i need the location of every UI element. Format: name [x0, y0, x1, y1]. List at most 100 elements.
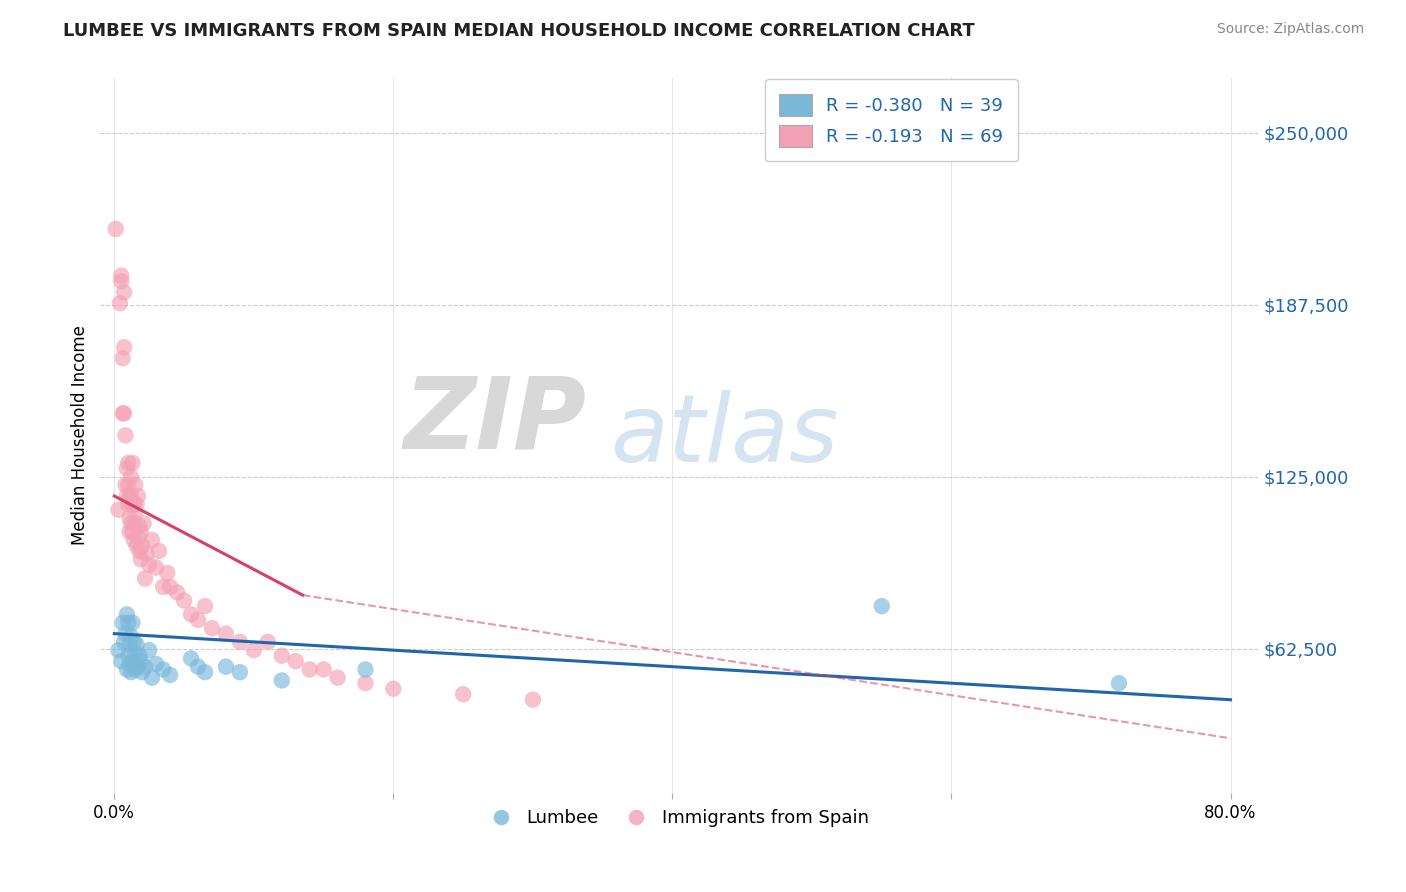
- Point: [129, 552, 152, 566]
- Text: LUMBEE VS IMMIGRANTS FROM SPAIN MEDIAN HOUSEHOLD INCOME CORRELATION CHART: LUMBEE VS IMMIGRANTS FROM SPAIN MEDIAN H…: [63, 22, 974, 40]
- Point: [127, 489, 149, 503]
- Point: [122, 497, 145, 511]
- Point: [138, 643, 160, 657]
- Point: [148, 544, 170, 558]
- Point: [114, 428, 136, 442]
- Point: [118, 638, 141, 652]
- Point: [121, 615, 143, 630]
- Point: [141, 533, 163, 547]
- Point: [118, 489, 141, 503]
- Point: [118, 511, 141, 525]
- Point: [354, 676, 377, 690]
- Point: [110, 654, 132, 668]
- Point: [124, 506, 146, 520]
- Point: [229, 635, 252, 649]
- Point: [112, 406, 135, 420]
- Point: [1108, 676, 1130, 690]
- Point: [117, 615, 139, 630]
- Point: [134, 572, 156, 586]
- Point: [120, 469, 142, 483]
- Point: [120, 665, 142, 680]
- Y-axis label: Median Household Income: Median Household Income: [72, 326, 89, 545]
- Point: [118, 524, 141, 539]
- Point: [111, 406, 134, 420]
- Point: [115, 607, 138, 622]
- Point: [173, 593, 195, 607]
- Point: [382, 681, 405, 696]
- Point: [215, 626, 238, 640]
- Point: [117, 456, 139, 470]
- Text: ZIP: ZIP: [404, 373, 586, 469]
- Point: [104, 222, 127, 236]
- Point: [215, 659, 238, 673]
- Point: [354, 662, 377, 676]
- Point: [114, 626, 136, 640]
- Point: [270, 648, 292, 663]
- Point: [134, 659, 156, 673]
- Point: [312, 662, 335, 676]
- Point: [128, 544, 150, 558]
- Legend: Lumbee, Immigrants from Spain: Lumbee, Immigrants from Spain: [482, 802, 876, 834]
- Point: [124, 662, 146, 676]
- Point: [115, 489, 138, 503]
- Point: [114, 478, 136, 492]
- Point: [122, 635, 145, 649]
- Point: [256, 635, 278, 649]
- Point: [111, 351, 134, 366]
- Point: [131, 539, 153, 553]
- Point: [145, 657, 167, 671]
- Point: [243, 643, 266, 657]
- Point: [121, 654, 143, 668]
- Text: Source: ZipAtlas.com: Source: ZipAtlas.com: [1216, 22, 1364, 37]
- Point: [159, 580, 181, 594]
- Point: [124, 478, 146, 492]
- Point: [117, 497, 139, 511]
- Point: [194, 599, 217, 613]
- Point: [115, 461, 138, 475]
- Point: [870, 599, 893, 613]
- Point: [132, 516, 155, 531]
- Point: [128, 648, 150, 663]
- Point: [108, 296, 131, 310]
- Point: [270, 673, 292, 688]
- Point: [522, 692, 544, 706]
- Point: [166, 585, 188, 599]
- Point: [326, 671, 349, 685]
- Point: [131, 665, 153, 680]
- Point: [451, 687, 474, 701]
- Point: [141, 671, 163, 685]
- Point: [121, 524, 143, 539]
- Point: [112, 635, 135, 649]
- Point: [194, 665, 217, 680]
- Point: [112, 285, 135, 300]
- Point: [110, 268, 132, 283]
- Point: [156, 566, 179, 580]
- Point: [124, 646, 146, 660]
- Point: [121, 497, 143, 511]
- Point: [152, 662, 174, 676]
- Point: [129, 524, 152, 539]
- Point: [117, 478, 139, 492]
- Text: atlas: atlas: [610, 390, 838, 481]
- Point: [129, 654, 152, 668]
- Point: [122, 533, 145, 547]
- Point: [135, 547, 157, 561]
- Point: [124, 516, 146, 531]
- Point: [138, 558, 160, 572]
- Point: [125, 539, 148, 553]
- Point: [127, 530, 149, 544]
- Point: [107, 502, 129, 516]
- Point: [117, 648, 139, 663]
- Point: [180, 651, 202, 665]
- Point: [111, 615, 134, 630]
- Point: [128, 519, 150, 533]
- Point: [187, 613, 209, 627]
- Point: [125, 638, 148, 652]
- Point: [152, 580, 174, 594]
- Point: [187, 659, 209, 673]
- Point: [115, 662, 138, 676]
- Point: [125, 654, 148, 668]
- Point: [159, 668, 181, 682]
- Point: [118, 657, 141, 671]
- Point: [298, 662, 321, 676]
